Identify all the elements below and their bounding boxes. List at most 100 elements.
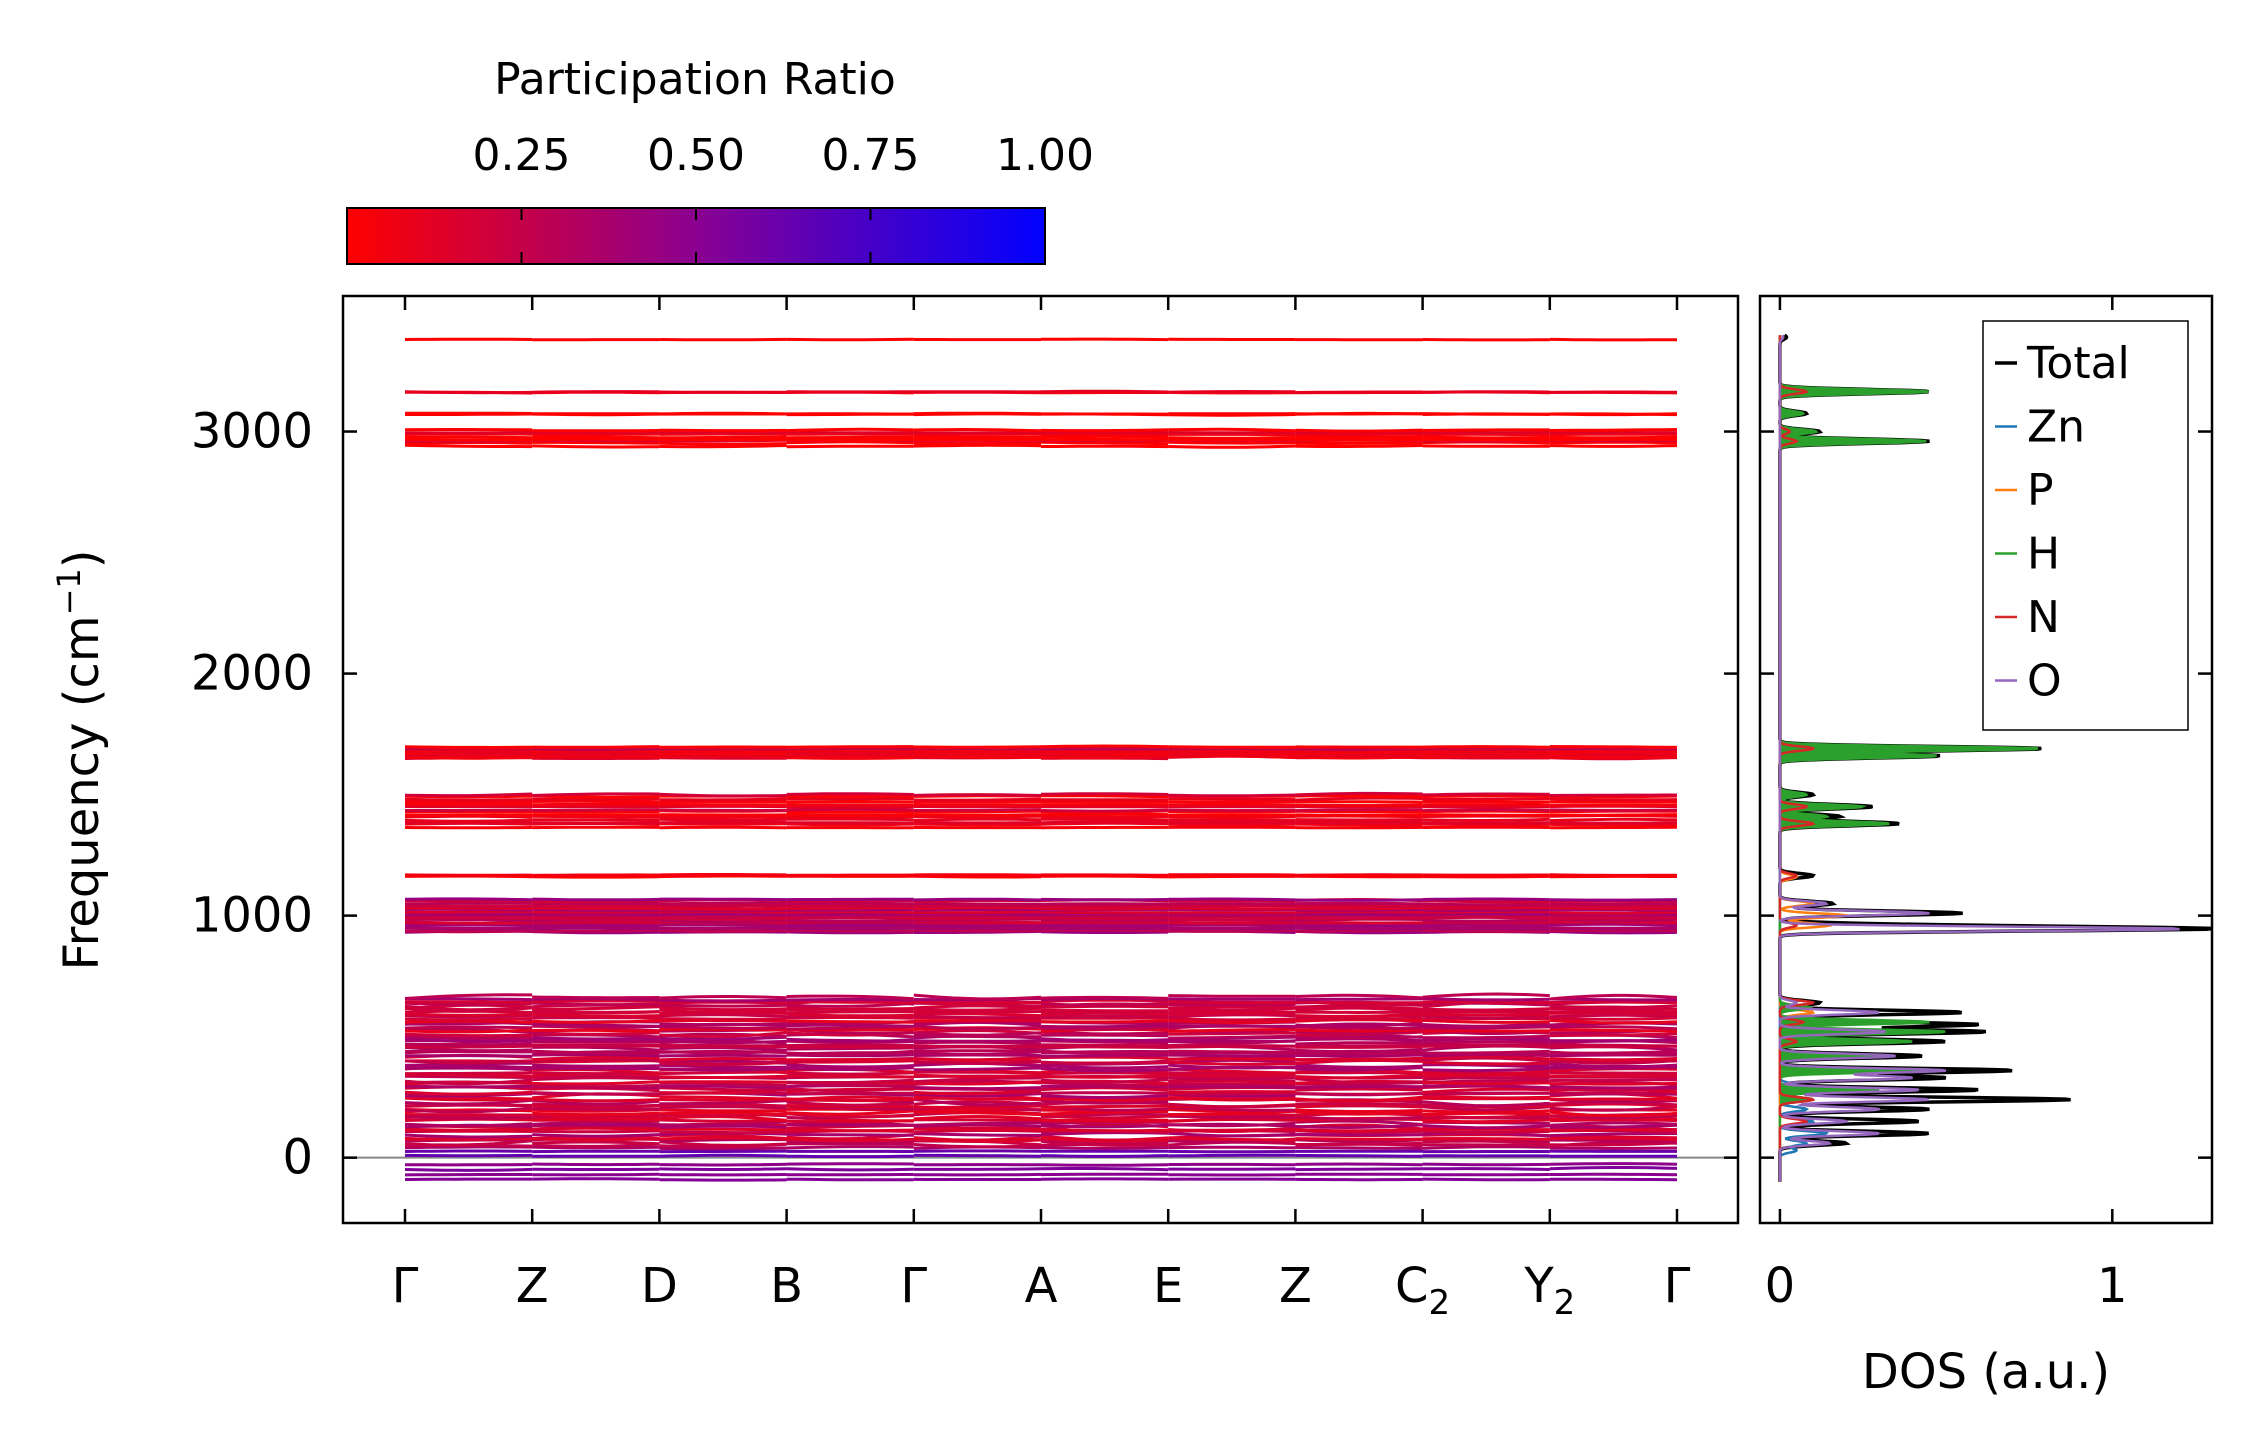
phonon-band	[659, 910, 787, 914]
phonon-band	[659, 1118, 787, 1123]
phonon-band	[913, 817, 1042, 822]
phonon-band	[1168, 820, 1296, 825]
phonon-band	[913, 1088, 1042, 1096]
phonon-band	[1040, 928, 1169, 933]
phonon-band	[404, 797, 533, 802]
phonon-band	[532, 1097, 660, 1103]
phonon-band	[1422, 1040, 1550, 1045]
phonon-band	[532, 1142, 660, 1148]
phonon-band	[404, 1098, 533, 1106]
phonon-band	[1040, 820, 1169, 825]
phonon-band	[1549, 1105, 1678, 1112]
phonon-band	[532, 745, 660, 749]
phonon-band	[1168, 1017, 1296, 1022]
phonon-band	[1549, 800, 1678, 804]
band-lines	[343, 337, 1738, 1182]
phonon-band	[404, 1090, 533, 1096]
phonon-band	[1549, 1059, 1678, 1065]
phonon-band	[404, 437, 533, 442]
phonon-band	[659, 901, 787, 906]
phonon-band	[1422, 874, 1550, 879]
phonon-band	[659, 441, 787, 446]
phonon-band	[1041, 337, 1169, 342]
phonon-band	[1295, 1146, 1423, 1151]
k-point-label: C2	[1395, 1258, 1450, 1323]
phonon-band	[1295, 1016, 1423, 1021]
phonon-band	[913, 430, 1042, 435]
phonon-band	[659, 1022, 787, 1027]
phonon-band	[1295, 794, 1423, 798]
phonon-band	[786, 1037, 914, 1044]
phonon-band	[1549, 1141, 1678, 1147]
y-axis-label-main: Frequency (cm	[54, 615, 110, 970]
phonon-band	[1040, 1154, 1169, 1158]
phonon-band	[786, 1019, 914, 1024]
phonon-band	[659, 1005, 787, 1012]
y-axis-label-close: )	[54, 549, 110, 568]
phonon-band	[1549, 898, 1678, 902]
phonon-band	[532, 1028, 660, 1033]
phonon-band	[1040, 1071, 1169, 1076]
phonon-band	[1040, 1025, 1169, 1031]
phonon-band	[1040, 906, 1169, 911]
phonon-band	[913, 1055, 1042, 1062]
phonon-band	[786, 901, 914, 906]
colorbar-ticks: 0.25 0.50 0.75 1.00	[473, 130, 1094, 264]
k-point-label-main: A	[1025, 1258, 1058, 1314]
phonon-band	[1040, 1139, 1169, 1147]
phonon-band	[786, 1145, 914, 1150]
phonon-band	[913, 1006, 1042, 1012]
phonon-band	[1168, 1034, 1296, 1040]
phonon-band	[913, 1143, 1042, 1149]
phonon-band	[404, 390, 533, 395]
phonon-band	[404, 755, 533, 760]
phonon-band	[786, 903, 914, 908]
phonon-band	[659, 437, 787, 442]
phonon-band	[1295, 1095, 1423, 1103]
y-tick-label: 2000	[191, 646, 313, 702]
phonon-band	[532, 917, 660, 921]
phonon-band	[659, 1017, 787, 1021]
phonon-band	[659, 903, 787, 908]
phonon-band	[1168, 436, 1296, 440]
phonon-band	[1295, 910, 1423, 914]
phonon-band	[1295, 1123, 1423, 1130]
k-point-label-main: Z	[1279, 1258, 1312, 1314]
phonon-band	[1422, 918, 1550, 923]
phonon-band	[659, 792, 787, 798]
phonon-band	[913, 1012, 1042, 1018]
phonon-band	[404, 1004, 533, 1012]
phonon-band	[659, 1060, 787, 1066]
phonon-band	[1168, 1011, 1296, 1016]
phonon-band	[532, 1162, 660, 1167]
phonon-band	[1168, 1057, 1296, 1061]
phonon-band	[1040, 440, 1169, 446]
phonon-band	[532, 808, 660, 812]
phonon-band	[1422, 1034, 1550, 1040]
phonon-band	[659, 1130, 787, 1135]
phonon-band	[1295, 438, 1423, 442]
phonon-band	[1168, 1091, 1296, 1096]
phonon-band	[659, 1063, 787, 1069]
phonon-band	[1422, 1117, 1550, 1124]
phonon-band	[1549, 1166, 1678, 1171]
phonon-band	[1422, 910, 1550, 914]
phonon-band	[404, 1034, 533, 1040]
phonon-band	[1422, 899, 1550, 904]
phonon-band	[1422, 1124, 1550, 1130]
phonon-band	[913, 1125, 1042, 1130]
phonon-band	[786, 1062, 914, 1070]
phonon-band	[1040, 1073, 1169, 1079]
phonon-band	[1549, 412, 1678, 417]
colorbar-tick-label: 0.75	[822, 130, 920, 181]
phonon-band	[659, 1043, 787, 1048]
phonon-band	[1168, 1153, 1296, 1158]
phonon-band	[1295, 1137, 1423, 1141]
phonon-band	[1168, 1076, 1296, 1080]
phonon-band	[913, 813, 1042, 817]
phonon-band	[1041, 1043, 1169, 1048]
phonon-band	[1422, 1000, 1550, 1004]
phonon-band	[532, 897, 660, 902]
